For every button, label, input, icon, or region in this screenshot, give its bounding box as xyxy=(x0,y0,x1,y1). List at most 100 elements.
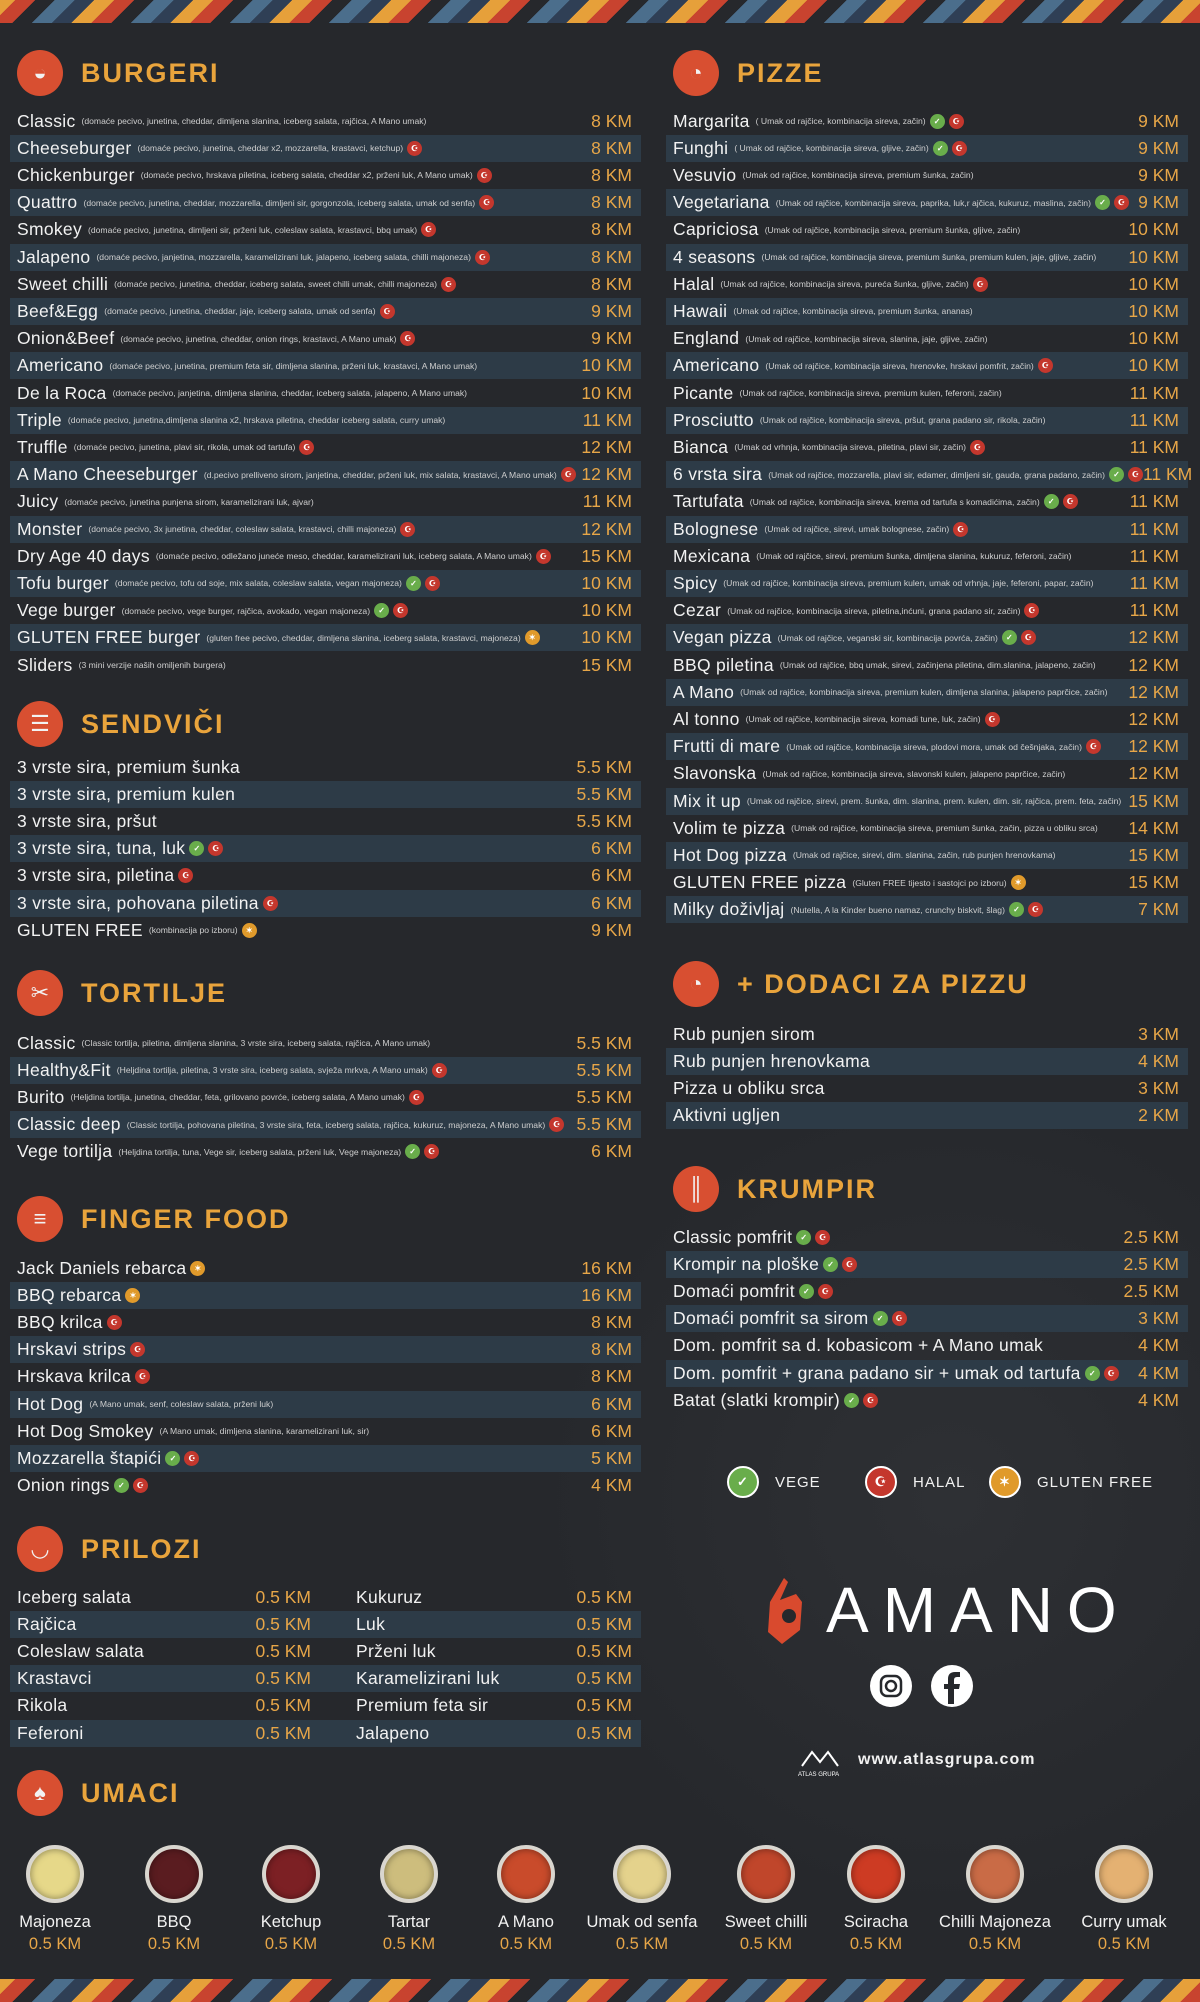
row-stripe xyxy=(10,1719,641,1747)
menu-item: Karamelizirani luk 0.5 KM xyxy=(349,1665,641,1692)
sauce-price: 0.5 KM xyxy=(849,1935,903,1953)
item-price: 4 KM xyxy=(1138,1335,1179,1356)
instagram-icon[interactable] xyxy=(870,1665,912,1707)
item-price: 12 KM xyxy=(1128,708,1179,729)
item-price: 12 KM xyxy=(1128,627,1179,648)
row-stripe xyxy=(10,1610,641,1638)
halal-icon: ☪ xyxy=(106,1314,122,1330)
item-price: 9 KM xyxy=(1138,192,1179,213)
item-price: 7 KM xyxy=(1138,899,1179,920)
gluten-icon: ✶ xyxy=(524,630,540,646)
menu-item: Coleslaw salata 0.5 KM xyxy=(10,1638,320,1665)
item-name: Hrskavi strips xyxy=(17,1339,127,1360)
menu-item: Domaći pomfrit ✓ ☪ 2.5 KM xyxy=(666,1278,1188,1305)
item-price: 10 KM xyxy=(581,382,632,403)
item-description: (Umak od rajčice, kombinacija sireva, hr… xyxy=(765,360,1034,371)
sauce-name: Curry umak xyxy=(1081,1913,1167,1931)
item-description: (domaće pecivo, junetina,dimljena slanin… xyxy=(67,415,446,426)
menu-item: Onion&Beef (domaće pecivo, junetina, ched… xyxy=(10,325,641,352)
halal-icon: ☪ xyxy=(424,575,440,591)
halal-icon: ☪ xyxy=(184,1450,200,1466)
item-name: Mozzarella štapići xyxy=(17,1447,162,1468)
item-price: 9 KM xyxy=(1138,137,1179,158)
menu-item: 4 seasons (Umak od rajčice, kombinacija s… xyxy=(666,243,1188,271)
item-price: 6 KM xyxy=(591,865,632,886)
menu-item: Rub punjen sirom 3 KM xyxy=(666,1021,1188,1048)
item-description: (Gluten FREE tijesto i sastojci po izbor… xyxy=(852,877,1007,888)
section-header: ║ KRUMPIR xyxy=(673,1164,877,1214)
item-name: A Mano Cheeseburger xyxy=(17,464,198,485)
item-price: 2.5 KM xyxy=(1123,1226,1179,1247)
section-header: ◒ BURGERI xyxy=(17,48,220,98)
menu-item: Tofu burger (domaće pecivo, tofu od soje,… xyxy=(10,569,641,597)
item-description: (Umak od rajčice, kombinacija sireva, pa… xyxy=(775,197,1091,208)
sauce-bowl xyxy=(26,1845,84,1903)
legend-label: HALAL xyxy=(913,1473,966,1491)
item-name: Jalapeno xyxy=(17,246,91,267)
item-price: 11 KM xyxy=(1129,436,1179,457)
item-description: (domaće pecivo, junetina, cheddar, jaje,… xyxy=(104,306,376,317)
item-price: 6 KM xyxy=(591,1420,632,1441)
menu-item: A Mano (Umak od rajčice, kombinacija sire… xyxy=(666,678,1188,706)
item-price: 3 KM xyxy=(1138,1023,1179,1044)
item-name: Truffle xyxy=(17,436,68,457)
vege-icon: ✓ xyxy=(932,140,948,156)
sauce-bowl xyxy=(145,1845,203,1903)
halal-icon: ☪ xyxy=(130,1342,146,1358)
item-price: 10 KM xyxy=(581,600,632,621)
menu-item: 3 vrste sira, piletina ☪ 6 KM xyxy=(10,862,641,889)
menu-item: Aktivni ugljen 2 KM xyxy=(666,1102,1188,1130)
halal-icon: ☪ xyxy=(421,222,437,238)
item-name: Americano xyxy=(17,355,104,376)
item-price: 11 KM xyxy=(1142,464,1193,485)
menu-item: Jack Daniels rebarca ✶ 16 KM xyxy=(10,1255,641,1282)
menu-item: Milky doživljaj (Nutella, A la Kinder bue… xyxy=(666,896,1188,924)
item-name: Halal xyxy=(673,273,715,294)
menu-item: Sliders (3 mini verzije naših omiljenih b… xyxy=(10,652,641,679)
section-title: PRILOZI xyxy=(81,1533,202,1564)
item-description: (Umak od rajčice, kombinacija sireva, pr… xyxy=(733,306,973,317)
menu-item: Rikola 0.5 KM xyxy=(10,1692,320,1719)
item-name: Prosciutto xyxy=(673,409,754,430)
halal-icon: ☪ xyxy=(400,521,416,537)
halal-icon: ☪ xyxy=(1103,1365,1119,1381)
vege-icon: ✓ xyxy=(374,603,390,619)
vege-icon: ✓ xyxy=(1043,494,1059,510)
item-description: (Umak od rajčice, kombinacija sireva, pr… xyxy=(739,388,1002,398)
item-name: Smokey xyxy=(17,219,83,240)
item-price: 5.5 KM xyxy=(576,756,632,777)
menu-item: Prosciutto (Umak od rajčice, kombinacija … xyxy=(666,406,1188,434)
item-name: Juicy xyxy=(17,491,59,512)
item-price: 10 KM xyxy=(1128,273,1179,294)
item-price: 6 KM xyxy=(591,892,632,913)
section-icon: ☰ xyxy=(17,701,63,747)
item-price: 15 KM xyxy=(581,545,632,566)
item-description: (Umak od rajčice, kombinacija sireva, pr… xyxy=(764,224,1021,235)
item-price: 10 KM xyxy=(581,572,632,593)
social-icons xyxy=(870,1665,973,1707)
item-name: Vesuvio xyxy=(673,164,737,185)
item-description: (domaće pecivo, vege burger, rajčica, av… xyxy=(121,605,371,616)
gluten-icon: ✶ xyxy=(125,1287,141,1303)
item-description: (gluten free pecivo, cheddar, dimljena s… xyxy=(206,632,521,643)
item-name: Classic xyxy=(17,1032,76,1053)
menu-item: Funghi ( Umak od rajčice, kombinacija sir… xyxy=(666,134,1188,162)
gluten-icon: ✶ xyxy=(1010,875,1026,891)
item-description: (Umak od rajčice, kombinacija sireva, kr… xyxy=(749,496,1040,507)
item-description: (domaće pecivo, junetina punjena sirom, … xyxy=(64,496,314,507)
atlas-label: ATLAS GRUPA xyxy=(798,1772,840,1778)
vege-icon: ✓ xyxy=(796,1229,812,1245)
legend-item: ✶ GLUTEN FREE xyxy=(989,1466,1153,1498)
website[interactable]: www.atlasgrupa.com xyxy=(858,1751,1036,1768)
item-price: 6 KM xyxy=(591,1141,632,1162)
item-price: 10 KM xyxy=(581,627,632,648)
menu-item: Al tonno (Umak od rajčice, kombinacija si… xyxy=(666,706,1188,733)
top-stripes xyxy=(0,0,1200,23)
legend-item: ✓ VEGE xyxy=(727,1466,821,1498)
item-price: 15 KM xyxy=(1128,844,1179,865)
item-price: 5 KM xyxy=(591,1447,632,1468)
item-price: 8 KM xyxy=(591,164,632,185)
item-name: Cezar xyxy=(673,600,722,621)
item-name: Batat (slatki krompir) xyxy=(673,1389,841,1410)
item-price: 9 KM xyxy=(591,919,632,940)
